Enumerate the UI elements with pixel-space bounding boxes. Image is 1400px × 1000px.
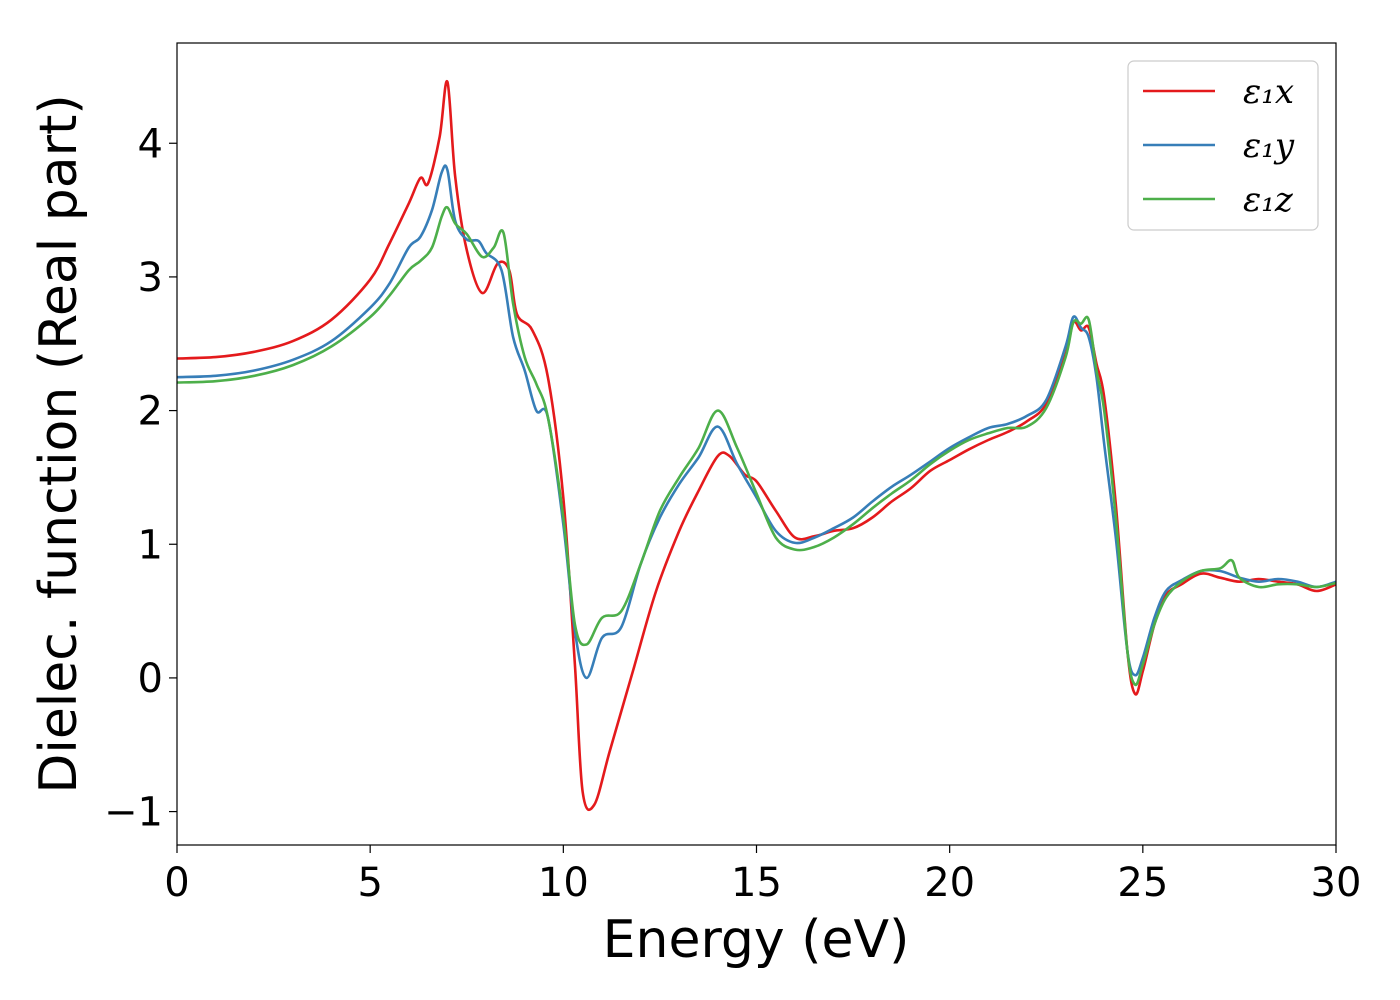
- y-tick-label: −1: [104, 790, 163, 836]
- legend-label-1: ε₁x: [1243, 72, 1294, 112]
- x-axis: 0 5 10 15 20 25 30: [164, 845, 1361, 906]
- y-axis: −1 0 1 2 3 4: [104, 121, 177, 836]
- y-tick-label: 2: [138, 389, 163, 435]
- legend-box: [1127, 60, 1319, 231]
- y-tick-label: 0: [138, 656, 163, 702]
- plot-lines: [177, 80, 1336, 812]
- x-tick-label: 0: [164, 860, 189, 906]
- legend: ε₁x ε₁y ε₁z: [1127, 60, 1319, 231]
- x-tick-label: 5: [357, 860, 382, 906]
- series-line-1: [177, 80, 1336, 812]
- y-tick-label: 1: [138, 522, 163, 568]
- y-tick-label: 3: [138, 255, 163, 301]
- y-tick-label: 4: [138, 121, 163, 167]
- x-tick-label: 30: [1311, 860, 1362, 906]
- x-axis-label: Energy (eV): [603, 910, 910, 970]
- legend-label-3: ε₁z: [1243, 180, 1294, 220]
- legend-label-2: ε₁y: [1243, 126, 1295, 166]
- x-tick-label: 10: [538, 860, 589, 906]
- series-line-3: [177, 205, 1336, 687]
- x-tick-label: 20: [924, 860, 975, 906]
- y-axis-label: Dielec. function (Real part): [29, 94, 89, 793]
- x-tick-label: 25: [1117, 860, 1168, 906]
- x-tick-label: 15: [731, 860, 782, 906]
- series-line-2: [177, 164, 1336, 680]
